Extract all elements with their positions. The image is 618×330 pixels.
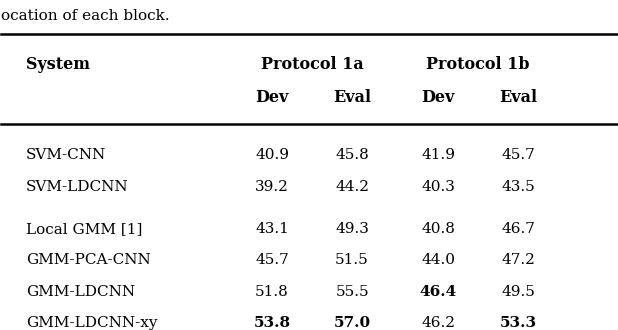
Text: Dev: Dev [255, 89, 289, 106]
Text: 39.2: 39.2 [255, 180, 289, 194]
Text: 40.3: 40.3 [421, 180, 455, 194]
Text: 43.1: 43.1 [255, 222, 289, 236]
Text: Protocol 1b: Protocol 1b [426, 56, 530, 73]
Text: 45.7: 45.7 [255, 253, 289, 267]
Text: 46.2: 46.2 [421, 316, 455, 330]
Text: 41.9: 41.9 [421, 148, 455, 162]
Text: GMM-PCA-CNN: GMM-PCA-CNN [26, 253, 151, 267]
Text: System: System [26, 56, 90, 73]
Text: Eval: Eval [333, 89, 371, 106]
Text: 53.3: 53.3 [499, 316, 537, 330]
Text: Protocol 1a: Protocol 1a [261, 56, 363, 73]
Text: 46.4: 46.4 [420, 285, 457, 299]
Text: 43.5: 43.5 [501, 180, 535, 194]
Text: SVM-LDCNN: SVM-LDCNN [26, 180, 129, 194]
Text: 45.7: 45.7 [501, 148, 535, 162]
Text: 40.8: 40.8 [421, 222, 455, 236]
Text: 49.3: 49.3 [335, 222, 369, 236]
Text: 53.8: 53.8 [253, 316, 290, 330]
Text: SVM-CNN: SVM-CNN [26, 148, 106, 162]
Text: Dev: Dev [421, 89, 455, 106]
Text: GMM-LDCNN-xy: GMM-LDCNN-xy [26, 316, 158, 330]
Text: 51.5: 51.5 [335, 253, 369, 267]
Text: GMM-LDCNN: GMM-LDCNN [26, 285, 135, 299]
Text: 47.2: 47.2 [501, 253, 535, 267]
Text: 51.8: 51.8 [255, 285, 289, 299]
Text: 45.8: 45.8 [335, 148, 369, 162]
Text: 46.7: 46.7 [501, 222, 535, 236]
Text: Local GMM [1]: Local GMM [1] [26, 222, 142, 236]
Text: 55.5: 55.5 [335, 285, 369, 299]
Text: 44.2: 44.2 [335, 180, 369, 194]
Text: 44.0: 44.0 [421, 253, 455, 267]
Text: 49.5: 49.5 [501, 285, 535, 299]
Text: ocation of each block.: ocation of each block. [1, 9, 170, 23]
Text: 40.9: 40.9 [255, 148, 289, 162]
Text: Eval: Eval [499, 89, 537, 106]
Text: 57.0: 57.0 [334, 316, 371, 330]
